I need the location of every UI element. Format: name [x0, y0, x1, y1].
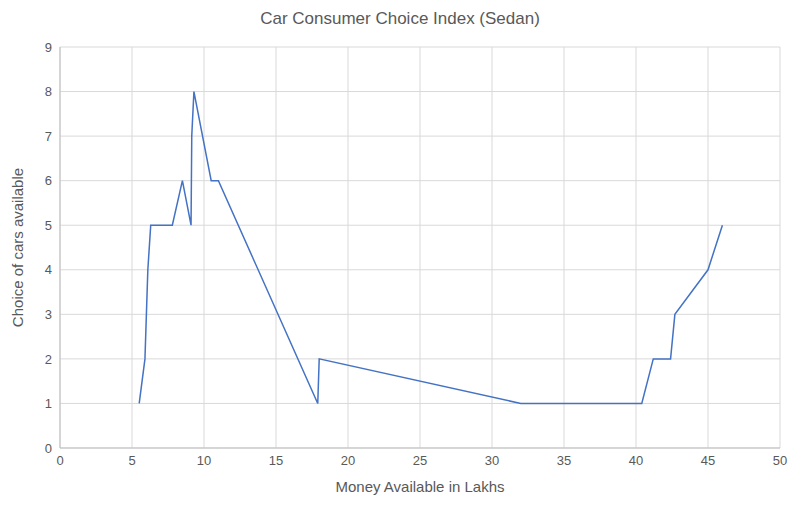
svg-text:45: 45: [701, 453, 715, 468]
svg-text:4: 4: [45, 262, 52, 277]
svg-text:50: 50: [773, 453, 787, 468]
svg-text:0: 0: [45, 441, 52, 456]
svg-text:10: 10: [197, 453, 211, 468]
svg-text:Choice of cars available: Choice of cars available: [9, 168, 26, 327]
svg-text:15: 15: [269, 453, 283, 468]
svg-text:Money Available in Lakhs: Money Available in Lakhs: [336, 478, 505, 495]
svg-text:20: 20: [341, 453, 355, 468]
svg-text:6: 6: [45, 173, 52, 188]
svg-text:1: 1: [45, 396, 52, 411]
svg-text:7: 7: [45, 129, 52, 144]
svg-text:8: 8: [45, 84, 52, 99]
svg-text:5: 5: [128, 453, 135, 468]
svg-text:35: 35: [557, 453, 571, 468]
svg-text:40: 40: [629, 453, 643, 468]
svg-text:30: 30: [485, 453, 499, 468]
svg-text:9: 9: [45, 40, 52, 55]
svg-text:0: 0: [56, 453, 63, 468]
html-text:Car Consumer Choice Index (Sed: Car Consumer Choice Index (Sedan): [260, 9, 540, 28]
svg-text:25: 25: [413, 453, 427, 468]
svg-text:5: 5: [45, 218, 52, 233]
svg-text:3: 3: [45, 307, 52, 322]
svg-text:2: 2: [45, 352, 52, 367]
